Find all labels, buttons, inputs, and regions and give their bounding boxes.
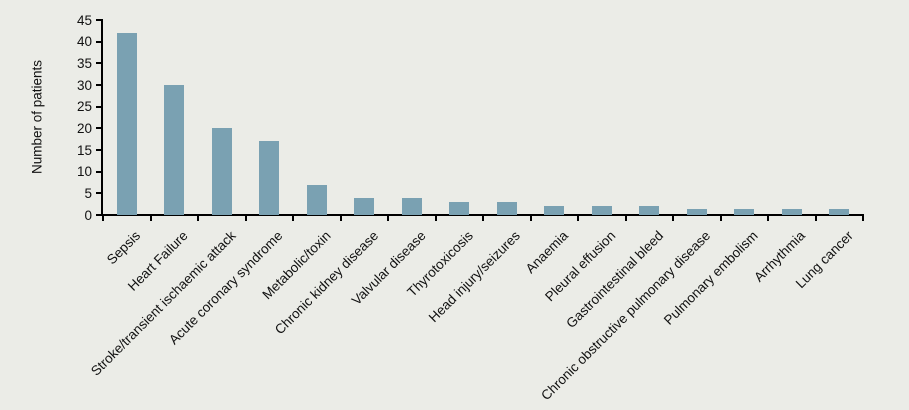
x-tick [292,216,294,221]
bar [306,184,327,215]
x-tick [529,216,532,221]
x-tick [719,216,722,221]
bar [354,197,375,215]
x-tick [339,216,342,221]
x-category-label: Head injury/seizures [426,228,524,326]
x-tick [197,216,199,221]
y-tick-label: 20 [76,120,92,136]
bar [829,208,850,215]
x-tick [434,216,437,221]
x-category-label: Anaemia [522,228,571,277]
y-tick-label: 15 [76,142,92,158]
y-tick-label: 0 [84,207,92,223]
bar [544,206,565,215]
bar [401,197,422,215]
x-category-label: Pulmonary embolism [661,228,761,328]
x-tick [577,216,579,221]
y-tick [96,19,103,21]
y-tick [96,105,103,108]
bar [686,208,707,215]
y-axis-line [101,19,103,216]
y-tick [96,127,103,130]
bar [591,206,612,215]
bar [116,33,137,215]
bar [781,208,802,215]
y-tick-label: 5 [84,185,92,201]
y-tick [96,214,103,216]
y-tick-label: 25 [76,99,92,115]
y-tick-label: 40 [76,34,92,50]
y-tick [96,40,103,43]
y-tick [96,62,103,65]
x-tick [814,216,817,221]
y-tick-label: 45 [76,12,92,28]
x-category-label: Chronic obstructive pulmonary disease [538,228,714,404]
y-tick [96,149,103,151]
x-tick [862,216,864,221]
x-tick [102,216,104,221]
x-axis-line [101,214,864,216]
x-tick [767,216,769,221]
x-tick [672,216,674,221]
y-axis-title: Number of patients [29,59,45,175]
x-tick [149,216,152,221]
y-tick [96,192,103,195]
y-tick-label: 35 [76,55,92,71]
y-tick [96,170,103,173]
y-tick-label: 10 [76,164,92,180]
bar [449,202,470,215]
y-tick-label: 30 [76,77,92,93]
x-tick [387,216,389,221]
x-category-label: Sepsis [104,228,144,268]
bar [639,206,660,215]
bar [164,85,185,215]
y-tick [96,84,103,86]
bar [734,208,755,215]
bar [496,202,517,215]
x-tick [482,216,484,221]
bar [259,141,280,215]
bar [211,128,232,215]
x-tick [244,216,247,221]
x-tick [624,216,627,221]
